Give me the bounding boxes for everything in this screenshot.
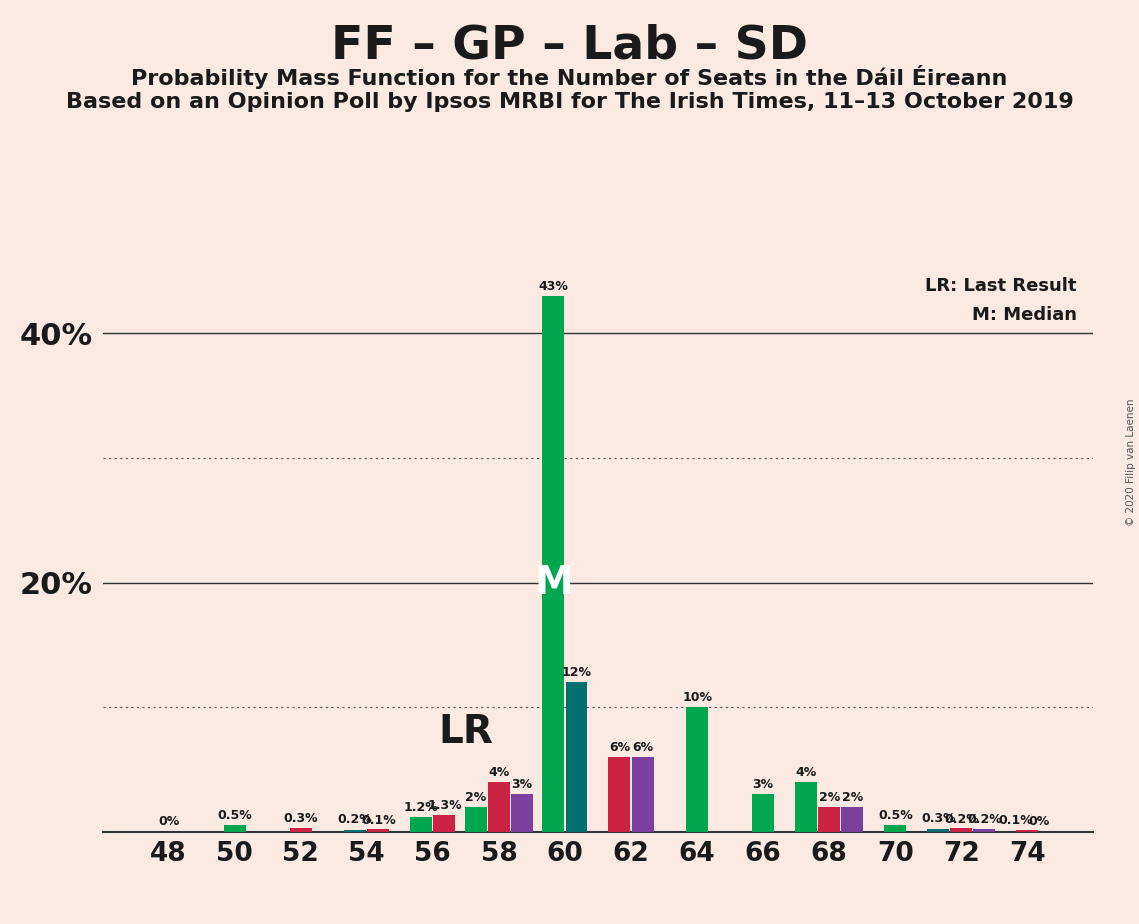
Text: 2%: 2% [465, 791, 486, 804]
Text: 6%: 6% [632, 741, 653, 754]
Text: 0.3%: 0.3% [921, 812, 956, 825]
Bar [927, 829, 949, 832]
Text: 3%: 3% [511, 778, 533, 791]
Text: 4%: 4% [489, 766, 509, 779]
Bar [974, 829, 995, 832]
Text: 2%: 2% [819, 791, 839, 804]
Bar [289, 828, 312, 832]
Text: M: M [534, 564, 573, 602]
Bar [511, 795, 533, 832]
Text: © 2020 Filip van Laenen: © 2020 Filip van Laenen [1126, 398, 1136, 526]
Bar [223, 825, 246, 832]
Text: FF – GP – Lab – SD: FF – GP – Lab – SD [331, 23, 808, 68]
Bar [344, 831, 366, 832]
Text: 0.5%: 0.5% [218, 809, 252, 822]
Text: 2%: 2% [842, 791, 863, 804]
Bar [487, 782, 510, 832]
Text: 0.1%: 0.1% [361, 814, 395, 827]
Bar [752, 795, 775, 832]
Bar [542, 296, 564, 832]
Text: 0%: 0% [158, 816, 179, 829]
Bar [1016, 831, 1039, 832]
Bar [632, 757, 654, 832]
Text: 12%: 12% [562, 666, 591, 679]
Text: 6%: 6% [609, 741, 630, 754]
Bar [566, 682, 588, 832]
Text: 0.3%: 0.3% [284, 812, 318, 825]
Bar [368, 829, 390, 832]
Text: M: Median: M: Median [972, 306, 1076, 324]
Bar [465, 807, 486, 832]
Text: 1.3%: 1.3% [427, 799, 461, 812]
Bar [608, 757, 630, 832]
Text: 0.5%: 0.5% [878, 809, 912, 822]
Text: 43%: 43% [539, 280, 568, 293]
Text: 3%: 3% [753, 778, 773, 791]
Bar [818, 807, 841, 832]
Bar [434, 815, 456, 832]
Text: Probability Mass Function for the Number of Seats in the Dáil Éireann: Probability Mass Function for the Number… [131, 65, 1008, 89]
Text: 0.2%: 0.2% [967, 813, 1002, 826]
Text: 1.2%: 1.2% [404, 800, 439, 813]
Text: LR: Last Result: LR: Last Result [925, 277, 1076, 296]
Bar [950, 828, 973, 832]
Bar [884, 825, 907, 832]
Bar [795, 782, 817, 832]
Text: 10%: 10% [682, 691, 712, 704]
Text: LR: LR [439, 712, 493, 750]
Bar [410, 817, 432, 832]
Text: 0.2%: 0.2% [944, 813, 978, 826]
Text: 0.1%: 0.1% [999, 814, 1033, 827]
Text: 0.2%: 0.2% [338, 813, 372, 826]
Text: 0%: 0% [1029, 816, 1049, 829]
Bar [842, 807, 863, 832]
Bar [686, 707, 708, 832]
Text: Based on an Opinion Poll by Ipsos MRBI for The Irish Times, 11–13 October 2019: Based on an Opinion Poll by Ipsos MRBI f… [66, 92, 1073, 113]
Text: 4%: 4% [795, 766, 817, 779]
